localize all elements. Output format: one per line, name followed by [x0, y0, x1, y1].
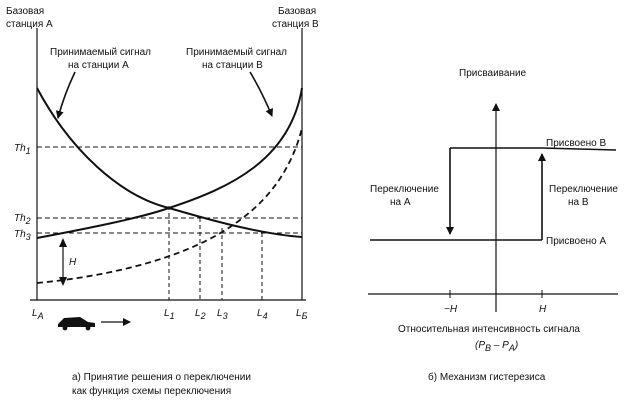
h-arrow-top-head [59, 238, 67, 247]
l4-label: L4 [257, 308, 268, 321]
left-caption-line1: а) Принятие решения о переключении [72, 372, 251, 383]
switch-b-label-line1: Переключение [549, 184, 618, 195]
switch-b-label-line2: на В [568, 197, 589, 208]
assigned-a-label: Присвоено А [546, 236, 607, 247]
x-axis-title: Относительная интенсивность сигнала [398, 324, 580, 335]
signal-a-annotation-line2: на станции А [68, 60, 129, 71]
station-b-label-line1: Базовая [278, 6, 316, 17]
signal-b-curve [36, 87, 303, 239]
l2-label: L2 [195, 308, 206, 321]
l1-label: L1 [164, 308, 175, 321]
signal-b-offset-curve [36, 127, 303, 284]
switch-a-label-line2: на А [390, 197, 411, 208]
th2-label: Th2 [14, 213, 31, 226]
th3-label: Th3 [14, 229, 31, 242]
car-icon [58, 317, 95, 331]
assigned-b-label: Присвоено В [546, 138, 607, 149]
left-panel-handover-decision: Базовая станция А Базовая станция В H Пр… [6, 6, 319, 397]
assigned-b-level-line [541, 147, 617, 151]
la-label: LA [32, 308, 44, 321]
assignment-axis-title: Присваивание [459, 68, 527, 79]
station-b-label-line2: станция В [272, 19, 319, 30]
neg-h-label: −H [444, 304, 458, 315]
signal-a-pointer-arrow [55, 71, 76, 119]
h-arrow-bottom-head [59, 277, 67, 286]
x-axis-formula: (PB – PA) [475, 340, 518, 353]
right-caption: б) Механизм гистерезиса [428, 371, 546, 383]
l3-label: L3 [217, 308, 228, 321]
switch-a-label-line1: Переключение [370, 184, 439, 195]
th1-label: Th1 [14, 143, 31, 156]
lb-label: LБ [296, 308, 308, 321]
signal-b-annotation-line1: Принимаемый сигнал [186, 47, 287, 58]
station-a-label-line2: станция А [6, 19, 53, 30]
station-a-label-line1: Базовая [6, 6, 44, 17]
right-panel-hysteresis: Присваивание Присвоено В Присвоено А Пер… [368, 68, 618, 383]
pos-h-label: H [539, 304, 547, 315]
signal-b-annotation-line2: на станции В [202, 60, 263, 71]
signal-b-pointer-arrow [249, 71, 273, 117]
h-label: H [69, 257, 77, 268]
signal-a-annotation-line1: Принимаемый сигнал [50, 47, 151, 58]
left-caption-line2: как функция схемы переключения [72, 385, 231, 397]
